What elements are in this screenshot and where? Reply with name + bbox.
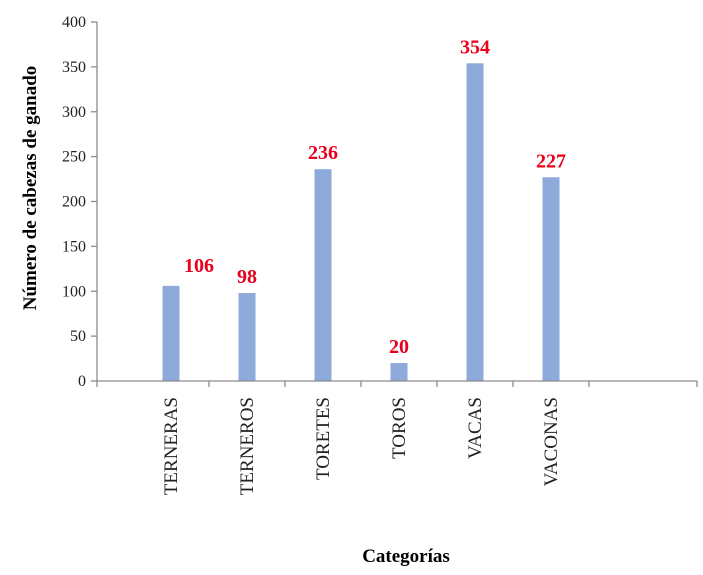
bar [238,293,256,381]
bar [162,285,180,381]
data-label: 98 [237,266,257,288]
data-label: 20 [389,336,409,358]
category-label: VACONAS [541,397,562,486]
y-tick-label: 250 [62,149,86,166]
x-axis-title: Categorías [362,546,450,567]
y-axis: 0 50 100 150 200 250 300 350 400 [62,14,98,390]
data-label: 227 [536,150,566,172]
category-label: TERNEROS [237,397,258,495]
bar [466,63,484,381]
y-axis-title: Número de cabezas de ganado [20,66,41,311]
data-label: 236 [308,142,338,164]
data-labels: 106 98 236 20 354 227 [184,36,566,358]
bars [162,63,560,381]
y-tick-label: 50 [70,328,86,345]
y-tick-label: 0 [78,373,86,390]
category-label: TERNERAS [161,397,182,495]
data-label: 354 [460,36,490,58]
y-tick-label: 300 [62,104,86,121]
category-label: VACAS [465,397,486,459]
data-label: 106 [184,255,214,277]
y-tick-label: 200 [62,194,86,211]
y-tick-label: 350 [62,59,86,76]
category-label: TORETES [313,397,334,480]
category-label: TOROS [389,397,410,459]
bar [314,169,332,381]
y-tick-label: 100 [62,283,86,300]
bar [390,363,408,381]
bar [542,177,560,381]
x-axis: TERNERAS TERNEROS TORETES TOROS VACAS VACONAS [96,380,698,495]
y-tick-label: 150 [62,238,86,255]
y-tick-label: 400 [62,14,86,31]
